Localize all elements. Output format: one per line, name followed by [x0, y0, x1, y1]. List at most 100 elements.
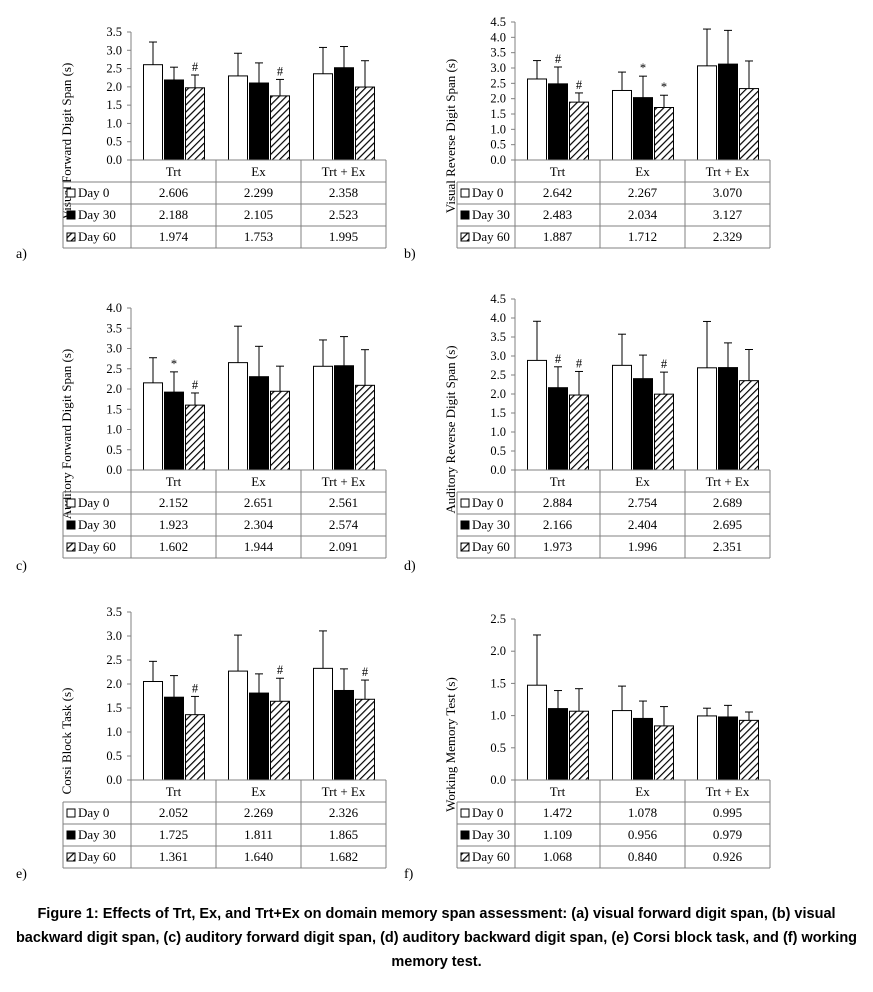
- y-tick-label: 2.0: [490, 92, 506, 106]
- y-tick-label: 0.0: [490, 773, 506, 787]
- chart-panel-1: 0.0 0.5 1.0 1.5 2.0 2.5 3.0 3.5 Visual Forward D…: [16, 25, 387, 262]
- bar: [612, 364, 632, 471]
- data-label: 2.188: [159, 207, 188, 222]
- chart-panel-5: 0.0 0.5 1.0 1.5 2.0 2.5 3.0 3.5 Corsi Block Task…: [16, 605, 387, 882]
- y-tick-label: 3.5: [490, 330, 506, 344]
- y-tick-label: 2.0: [106, 677, 122, 691]
- data-label: 1.973: [543, 539, 572, 554]
- bar: [270, 700, 290, 781]
- y-tick-label: 0.5: [106, 135, 122, 149]
- category-label: Trt + Ex: [706, 474, 750, 489]
- data-label: 0.926: [713, 849, 743, 864]
- legend-swatch: [66, 232, 76, 242]
- y-axis-title: Visual Forward Digit Span (s): [59, 63, 74, 220]
- panel-label: a): [16, 247, 27, 262]
- legend-swatch: [460, 232, 470, 242]
- significance-mark: #: [192, 681, 199, 695]
- bar: [697, 715, 717, 781]
- bar: [334, 689, 354, 781]
- data-label: 1.887: [543, 229, 573, 244]
- y-tick-label: 2.0: [106, 80, 122, 94]
- data-label: 1.640: [244, 849, 273, 864]
- category-label: Ex: [635, 784, 650, 799]
- data-label: 2.351: [713, 539, 742, 554]
- significance-mark: #: [192, 60, 199, 74]
- data-label: 1.944: [244, 539, 274, 554]
- bar: [654, 725, 674, 781]
- legend-swatch: [66, 542, 76, 552]
- y-axis-title: Visual Reverse Digit Span (s): [443, 59, 458, 213]
- category-label: Trt + Ex: [706, 164, 750, 179]
- data-label: 2.651: [244, 495, 273, 510]
- legend-label: Day 30: [78, 827, 116, 842]
- y-tick-label: 1.5: [106, 402, 122, 416]
- data-label: 2.326: [329, 805, 359, 820]
- bar: [164, 391, 184, 471]
- y-axis-title: Auditory Reverse Digit Span (s): [443, 345, 458, 513]
- bar: [143, 64, 163, 161]
- bar: [654, 393, 674, 471]
- y-tick-label: 4.0: [490, 311, 506, 325]
- significance-mark: #: [576, 78, 583, 92]
- bar: [334, 67, 354, 161]
- bar: [569, 101, 589, 161]
- significance-mark: #: [555, 52, 562, 66]
- data-label: 2.267: [628, 185, 658, 200]
- category-label: Ex: [251, 784, 266, 799]
- y-tick-label: 3.0: [106, 342, 122, 356]
- y-tick-label: 2.0: [106, 382, 122, 396]
- legend-label: Day 30: [78, 207, 116, 222]
- y-tick-label: 2.5: [106, 362, 122, 376]
- y-tick-label: 2.5: [106, 62, 122, 76]
- legend-label: Day 0: [78, 185, 109, 200]
- category-label: Trt: [166, 784, 182, 799]
- y-tick-label: 1.5: [106, 701, 122, 715]
- data-label: 2.642: [543, 185, 572, 200]
- bar: [228, 670, 248, 781]
- bar: [355, 698, 375, 781]
- legend-label: Day 60: [78, 849, 116, 864]
- bar: [718, 716, 738, 781]
- bar: [654, 106, 674, 161]
- y-tick-label: 3.0: [106, 629, 122, 643]
- data-label: 1.602: [159, 539, 188, 554]
- category-label: Trt + Ex: [322, 164, 366, 179]
- y-tick-label: 0.5: [490, 138, 506, 152]
- data-label: 1.472: [543, 805, 572, 820]
- data-label: 1.109: [543, 827, 572, 842]
- bar: [527, 684, 547, 781]
- y-axis-title: Working Memory Test (s): [443, 677, 458, 812]
- legend-label: Day 60: [78, 539, 116, 554]
- data-label: 1.078: [628, 805, 657, 820]
- y-tick-label: 4.5: [490, 15, 506, 29]
- legend-swatch: [460, 808, 470, 818]
- category-label: Trt: [550, 164, 566, 179]
- data-label: 1.725: [159, 827, 188, 842]
- bar: [527, 359, 547, 471]
- y-tick-label: 3.5: [490, 46, 506, 60]
- panel-label: e): [16, 867, 27, 882]
- significance-mark: #: [576, 356, 583, 370]
- significance-mark: #: [555, 352, 562, 366]
- category-label: Trt: [550, 474, 566, 489]
- data-label: 1.682: [329, 849, 358, 864]
- figure-panels: 0.0 0.5 1.0 1.5 2.0 2.5 3.0 3.5 Visual Forward D…: [16, 15, 771, 882]
- data-label: 1.974: [159, 229, 189, 244]
- data-label: 1.995: [329, 229, 358, 244]
- panel-label: f): [404, 867, 414, 882]
- bar: [185, 714, 205, 781]
- bar: [185, 87, 205, 161]
- bar: [334, 365, 354, 471]
- data-label: 0.956: [628, 827, 658, 842]
- legend-swatch: [66, 830, 76, 840]
- panel-label: c): [16, 559, 27, 574]
- bar: [697, 65, 717, 161]
- y-tick-label: 0.5: [106, 443, 122, 457]
- bar: [633, 378, 653, 471]
- bar: [569, 394, 589, 471]
- bar: [548, 708, 568, 781]
- bar: [313, 73, 333, 161]
- data-label: 1.068: [543, 849, 572, 864]
- category-label: Ex: [635, 474, 650, 489]
- data-label: 2.329: [713, 229, 742, 244]
